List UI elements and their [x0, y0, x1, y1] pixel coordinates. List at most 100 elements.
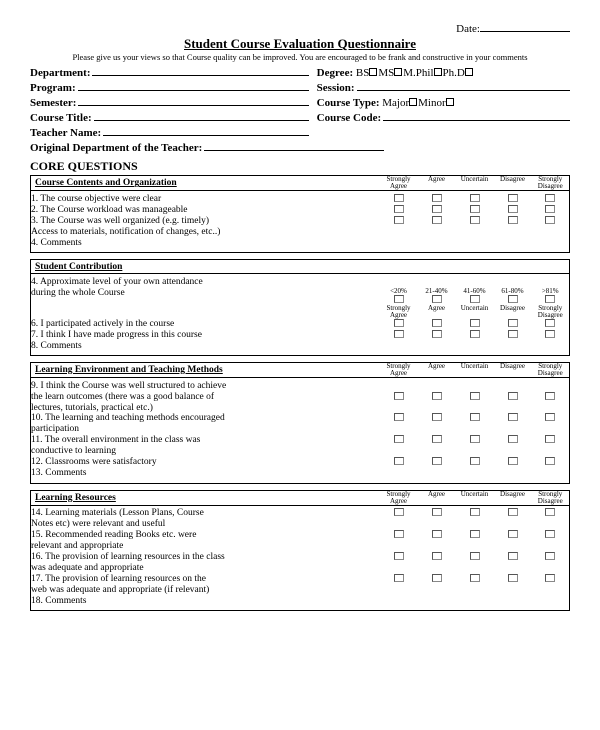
fld-semester[interactable] — [78, 96, 308, 106]
q2-sd[interactable] — [545, 205, 555, 213]
q2-a[interactable] — [432, 205, 442, 213]
q2-sa[interactable] — [394, 205, 404, 213]
q6-sa[interactable] — [394, 319, 404, 327]
q1-u[interactable] — [470, 194, 480, 202]
chk-bs[interactable] — [369, 68, 377, 76]
q16-sd[interactable] — [545, 552, 555, 560]
fld-ccode[interactable] — [383, 111, 570, 121]
q15-u[interactable] — [470, 530, 480, 538]
q3-d[interactable] — [508, 216, 518, 224]
q10-a[interactable] — [432, 413, 442, 421]
q12-a[interactable] — [432, 457, 442, 465]
lbl-ccode: Course Code: — [317, 111, 381, 126]
opt-phd: Ph.D — [443, 66, 465, 81]
q1-a[interactable] — [432, 194, 442, 202]
s3-sd: Strongly Disagree — [532, 363, 570, 378]
q10-sa[interactable] — [394, 413, 404, 421]
q10b: participation — [31, 424, 380, 435]
q3-sa[interactable] — [394, 216, 404, 224]
q14a: 14. Learning materials (Lesson Plans, Co… — [31, 508, 380, 519]
fld-department[interactable] — [92, 66, 308, 76]
section-4: Learning Resources Strongly Agree Agree … — [30, 490, 570, 612]
q17b: web was adequate and appropriate (if rel… — [31, 585, 380, 596]
att-1[interactable] — [432, 295, 442, 303]
q3-a[interactable] — [432, 216, 442, 224]
q2-d[interactable] — [508, 205, 518, 213]
q9-sa[interactable] — [394, 392, 404, 400]
q10-u[interactable] — [470, 413, 480, 421]
q12-sd[interactable] — [545, 457, 555, 465]
att-4[interactable] — [545, 295, 555, 303]
q17-u[interactable] — [470, 574, 480, 582]
chk-mphil[interactable] — [434, 68, 442, 76]
date-label: Date: — [456, 23, 480, 35]
q9-u[interactable] — [470, 392, 480, 400]
q3-u[interactable] — [470, 216, 480, 224]
att-2[interactable] — [470, 295, 480, 303]
q16-d[interactable] — [508, 552, 518, 560]
q15-d[interactable] — [508, 530, 518, 538]
pc3: 61-80% — [501, 287, 523, 295]
q14-sa[interactable] — [394, 508, 404, 516]
sec4-head: Learning Resources — [31, 490, 380, 505]
fld-ctitle[interactable] — [94, 111, 309, 121]
q16-u[interactable] — [470, 552, 480, 560]
q3-sd[interactable] — [545, 216, 555, 224]
q15-sa[interactable] — [394, 530, 404, 538]
q1-d[interactable] — [508, 194, 518, 202]
att-0[interactable] — [394, 295, 404, 303]
q11-d[interactable] — [508, 435, 518, 443]
s2-d: Disagree — [494, 305, 532, 319]
q2-u[interactable] — [470, 205, 480, 213]
pc1: 21-40% — [425, 287, 447, 295]
q17-d[interactable] — [508, 574, 518, 582]
chk-phd[interactable] — [465, 68, 473, 76]
q11-sa[interactable] — [394, 435, 404, 443]
subtitle: Please give us your views so that Course… — [30, 53, 570, 62]
q6-sd[interactable] — [545, 319, 555, 327]
q7-d[interactable] — [508, 330, 518, 338]
s2-sa: Strongly Agree — [380, 305, 418, 319]
q7-sd[interactable] — [545, 330, 555, 338]
q11-a[interactable] — [432, 435, 442, 443]
q7-u[interactable] — [470, 330, 480, 338]
q9-d[interactable] — [508, 392, 518, 400]
q16-a[interactable] — [432, 552, 442, 560]
q1-sa[interactable] — [394, 194, 404, 202]
att-3[interactable] — [508, 295, 518, 303]
q14-sd[interactable] — [545, 508, 555, 516]
date-field[interactable] — [480, 22, 570, 32]
fld-teacher[interactable] — [103, 126, 308, 136]
q17-sd[interactable] — [545, 574, 555, 582]
chk-minor[interactable] — [446, 98, 454, 106]
q12-d[interactable] — [508, 457, 518, 465]
fld-origdept[interactable] — [204, 141, 384, 151]
q12-u[interactable] — [470, 457, 480, 465]
q12-sa[interactable] — [394, 457, 404, 465]
chk-ms[interactable] — [394, 68, 402, 76]
fld-program[interactable] — [78, 81, 309, 91]
q11-u[interactable] — [470, 435, 480, 443]
q14-u[interactable] — [470, 508, 480, 516]
q16-sa[interactable] — [394, 552, 404, 560]
q10-d[interactable] — [508, 413, 518, 421]
q15-a[interactable] — [432, 530, 442, 538]
q17-a[interactable] — [432, 574, 442, 582]
q10-sd[interactable] — [545, 413, 555, 421]
q9-sd[interactable] — [545, 392, 555, 400]
q17-sa[interactable] — [394, 574, 404, 582]
q1-sd[interactable] — [545, 194, 555, 202]
q7-sa[interactable] — [394, 330, 404, 338]
s4-d: Disagree — [494, 490, 532, 505]
q14-a[interactable] — [432, 508, 442, 516]
q9-a[interactable] — [432, 392, 442, 400]
q11-sd[interactable] — [545, 435, 555, 443]
q6-d[interactable] — [508, 319, 518, 327]
q15-sd[interactable] — [545, 530, 555, 538]
chk-major[interactable] — [409, 98, 417, 106]
q14-d[interactable] — [508, 508, 518, 516]
q6-u[interactable] — [470, 319, 480, 327]
q6-a[interactable] — [432, 319, 442, 327]
q7-a[interactable] — [432, 330, 442, 338]
fld-session[interactable] — [357, 81, 570, 91]
